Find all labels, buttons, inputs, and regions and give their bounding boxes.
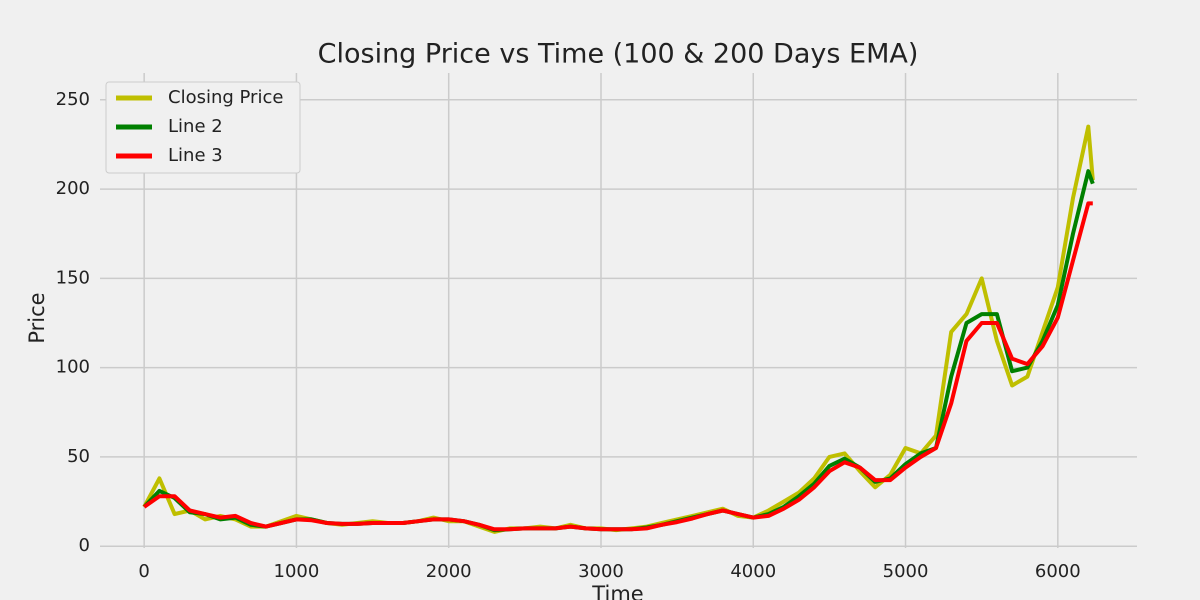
legend-label: Line 2 <box>168 116 223 137</box>
legend-box <box>105 81 301 174</box>
y-tick-label: 0 <box>79 535 90 556</box>
y-tick-label: 150 <box>56 267 90 288</box>
y-axis-label: Price <box>25 292 49 343</box>
x-tick-label: 3000 <box>578 561 624 582</box>
y-tick-label: 250 <box>56 89 90 110</box>
legend-label: Line 3 <box>168 145 223 166</box>
y-tick-label: 100 <box>56 357 90 378</box>
x-tick-label: 6000 <box>1035 561 1081 582</box>
legend: Closing Price Line 2 Line 3 <box>105 81 301 174</box>
x-tick-label: 4000 <box>730 561 776 582</box>
x-tick-label: 1000 <box>274 561 320 582</box>
legend-label: Closing Price <box>168 87 283 108</box>
x-axis-label: Time <box>591 582 643 600</box>
x-tick-label: 5000 <box>883 561 929 582</box>
chart-title: Closing Price vs Time (100 & 200 Days EM… <box>318 39 919 70</box>
y-tick-label: 50 <box>67 446 90 467</box>
y-tick-label: 200 <box>56 178 90 199</box>
x-tick-label: 2000 <box>426 561 472 582</box>
series-line <box>143 201 1093 532</box>
x-tick-label: 0 <box>138 561 149 582</box>
